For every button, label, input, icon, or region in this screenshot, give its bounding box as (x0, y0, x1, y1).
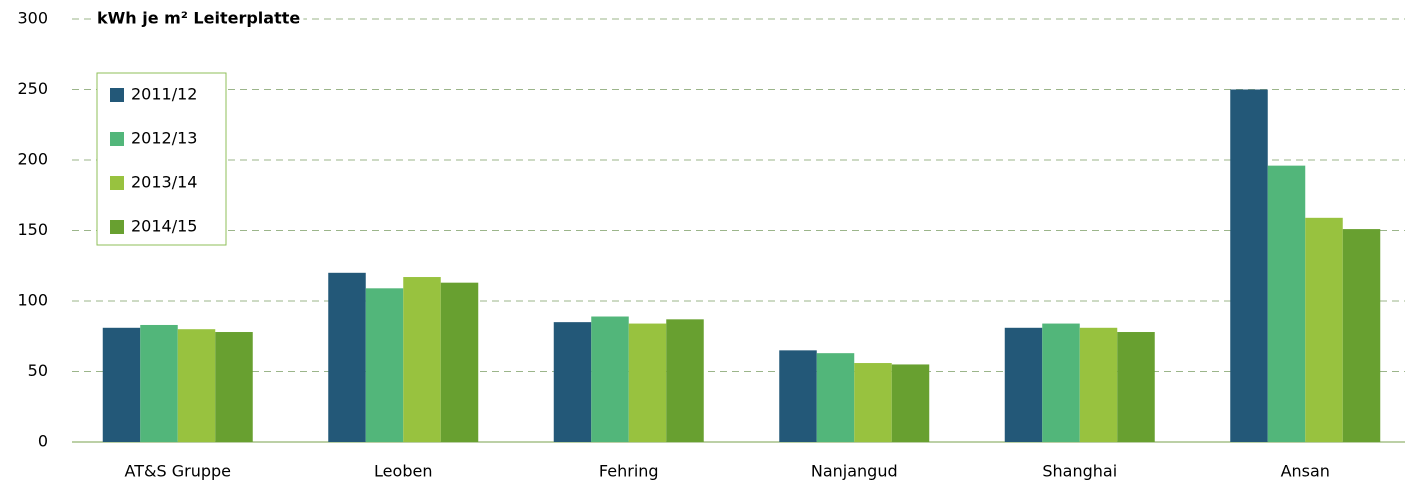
x-tick-label: Nanjangud (811, 462, 898, 481)
bar (328, 272, 366, 442)
x-tick-label: Leoben (374, 462, 432, 481)
bar (403, 277, 441, 442)
title-background (94, 8, 304, 28)
y-tick-label: 250 (17, 79, 48, 98)
bar (1342, 229, 1381, 442)
y-tick-label: 200 (17, 150, 48, 169)
bar (1004, 327, 1043, 442)
legend-swatch (110, 132, 124, 146)
bar (628, 323, 667, 442)
bar (1042, 323, 1080, 442)
legend-label: 2014/15 (131, 217, 197, 236)
bar (779, 350, 817, 442)
legend-label: 2012/13 (131, 129, 197, 148)
bar (553, 322, 592, 442)
legend-swatch (110, 176, 124, 190)
bar (1230, 89, 1268, 442)
x-tick-label: Shanghai (1042, 462, 1117, 481)
x-tick-label: Fehring (599, 462, 659, 481)
legend-swatch (110, 220, 124, 234)
legend-label: 2013/14 (131, 173, 197, 192)
bar (1305, 217, 1343, 442)
bar (1117, 332, 1155, 442)
bar (177, 329, 216, 442)
bar (1079, 327, 1118, 442)
bar (1267, 165, 1306, 442)
bar (591, 316, 629, 442)
x-tick-label: AT&S Gruppe (125, 462, 231, 481)
bar (891, 364, 930, 442)
y-tick-label: 100 (17, 291, 48, 310)
chart-title: kWh je m² Leiterplatte (97, 9, 300, 28)
bar (365, 288, 404, 442)
x-tick-label: Ansan (1281, 462, 1330, 481)
y-tick-label: 0 (38, 432, 48, 451)
legend-swatch (110, 88, 124, 102)
y-tick-label: 50 (28, 361, 48, 380)
y-tick-label: 150 (17, 220, 48, 239)
bar (440, 282, 479, 442)
bar (215, 332, 253, 442)
legend-label: 2011/12 (131, 85, 197, 104)
y-tick-label: 300 (17, 9, 48, 28)
bar (140, 324, 178, 442)
bar (102, 327, 141, 442)
bar (854, 363, 892, 442)
bar (816, 353, 855, 442)
bar (666, 319, 704, 442)
